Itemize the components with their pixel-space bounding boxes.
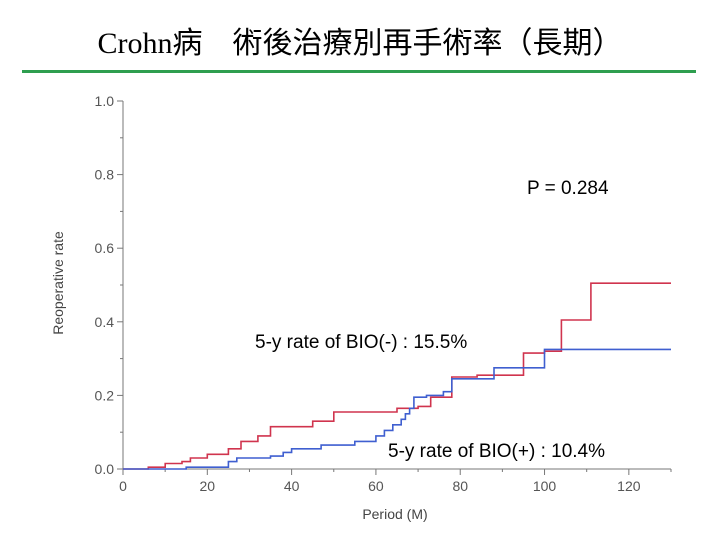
- y-tick-label: 0.4: [95, 314, 115, 330]
- x-tick-label: 60: [368, 478, 384, 494]
- x-axis-label: Period (M): [362, 506, 427, 522]
- chart-series: [123, 282, 671, 470]
- y-axis-label: Reoperative rate: [50, 231, 66, 335]
- bio-positive-rate-label: 5-y rate of BIO(+) : 10.4%: [388, 441, 605, 462]
- bio-negative-rate-label: 5-y rate of BIO(-) : 15.5%: [255, 332, 467, 353]
- y-tick-label: 0.0: [95, 461, 115, 477]
- chart-axes: 0.0 0.2 0.4 0.6 0.8 1.0 0 20 40 60 80 100 120: [95, 93, 672, 494]
- y-tick-label: 0.2: [95, 387, 115, 403]
- x-tick-label: 40: [284, 478, 300, 494]
- x-tick-label: 100: [533, 478, 557, 494]
- x-tick-label: 120: [617, 478, 641, 494]
- title-divider: [22, 70, 696, 73]
- y-tick-label: 0.6: [95, 240, 115, 256]
- y-tick-label: 0.8: [95, 167, 115, 183]
- series-line-1: [123, 282, 671, 470]
- x-tick-label: 80: [452, 478, 468, 494]
- x-tick-label: 0: [119, 478, 127, 494]
- y-tick-label: 1.0: [95, 93, 115, 109]
- p-value-label: P = 0.284: [527, 178, 609, 199]
- chart-annotations: P = 0.284 5-y rate of BIO(-) : 15.5% 5-y…: [255, 178, 609, 462]
- series-line-2: [123, 348, 671, 470]
- x-tick-label: 20: [200, 478, 216, 494]
- slide-title: Crohn病 術後治療別再手術率（長期）: [97, 27, 623, 60]
